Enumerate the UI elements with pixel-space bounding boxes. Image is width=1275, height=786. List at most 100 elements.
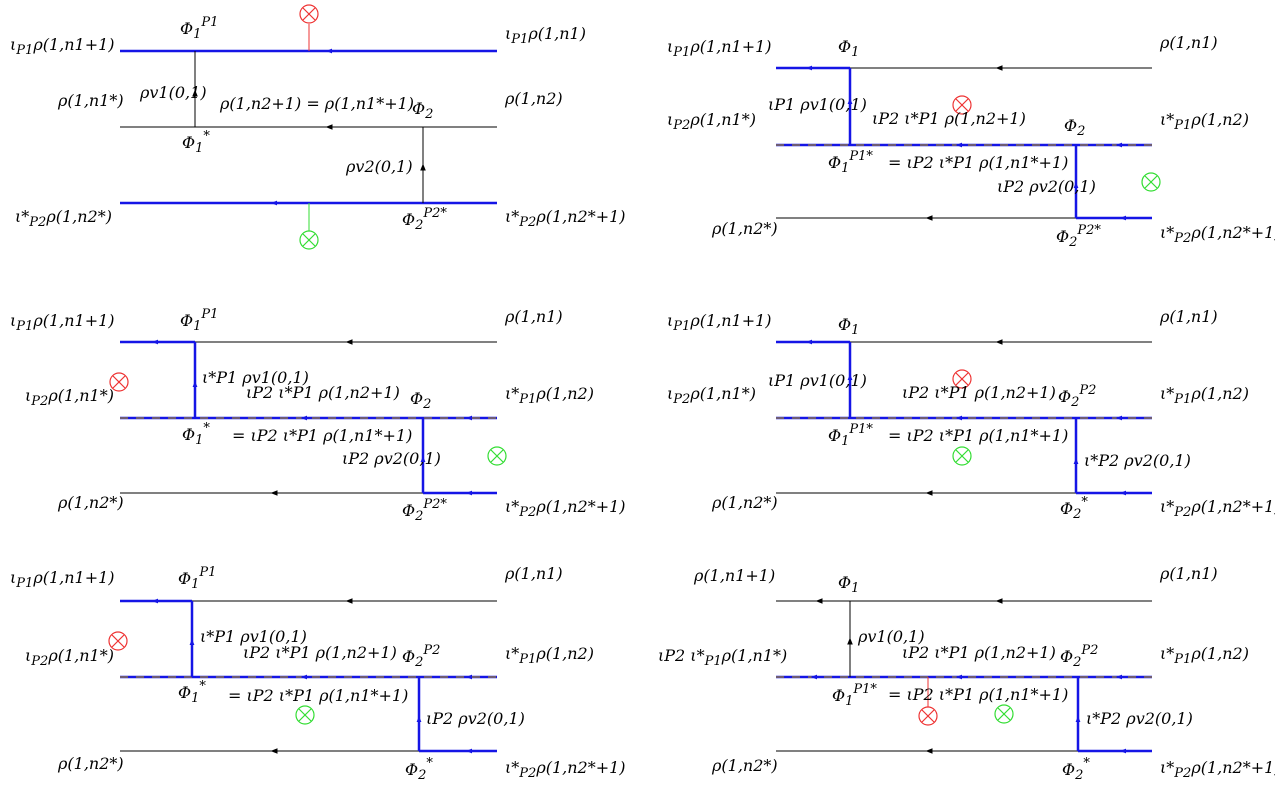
rho-v1-label: ι*P1 ρv1(0,1) [202, 368, 309, 387]
phi1-bottom-label: Φ1P1* [828, 422, 873, 449]
phi1-top-label: Φ1P1 [180, 15, 218, 42]
phi1-top-label: Φ1P1 [178, 565, 216, 592]
label-left-top: ιP1ρ(1,n1+1) [667, 311, 772, 334]
red-otimes-icon [952, 369, 972, 389]
label-right-top: ρ(1,n1) [1159, 33, 1218, 52]
phi2-top-label: Φ2P2 [1060, 643, 1098, 670]
green-otimes-icon [295, 705, 315, 725]
phi2-top-label: Φ2 [410, 389, 431, 412]
phi2-top-label: Φ2P2 [402, 643, 440, 670]
label-right-top: ρ(1,n1) [1159, 564, 1218, 583]
equation-b: = ιP2 ι*P1 ρ(1,n1*+1) [888, 685, 1068, 704]
green-otimes-icon [487, 446, 507, 466]
rho-v1-label: ρv1(0,1) [857, 627, 925, 646]
label-left-top: ιP1ρ(1,n1+1) [10, 35, 115, 58]
label-right-mid: ι*P1ρ(1,n2) [1160, 644, 1249, 667]
label-left-bot: ι*P2ρ(1,n2*) [15, 207, 112, 230]
phi1-bottom-label: Φ1P1* [832, 682, 877, 709]
equation-a: ρ(1,n2+1) = ρ(1,n1*+1) [219, 94, 414, 113]
phi2-top-label: Φ2P2 [1058, 383, 1096, 410]
label-right-top: ιP1ρ(1,n1) [505, 24, 586, 47]
phi1-bottom-label: Φ1* [182, 421, 210, 448]
red-otimes-icon [952, 95, 972, 115]
equation-b: = ιP2 ι*P1 ρ(1,n1*+1) [228, 686, 408, 705]
red-otimes-icon [918, 706, 938, 726]
label-left-mid: ιP2ρ(1,n1*) [25, 646, 114, 669]
label-right-bot: ι*P2ρ(1,n2*+1) [1160, 497, 1275, 520]
red-otimes-icon [109, 372, 129, 392]
phi1-top-label: Φ1 [838, 573, 859, 596]
label-right-top: ρ(1,n1) [504, 564, 563, 583]
rho-v2-label: ιP2 ρv2(0,1) [997, 177, 1096, 196]
label-left-bot: ρ(1,n2*) [57, 754, 124, 773]
phi2-bottom-label: Φ2* [405, 756, 433, 783]
phi2-top-label: Φ2 [412, 99, 433, 122]
equation-a: ιP2 ι*P1 ρ(1,n2+1) [902, 643, 1056, 662]
label-left-bot: ρ(1,n2*) [711, 756, 778, 775]
label-right-top: ρ(1,n1) [1159, 307, 1218, 326]
rho-v1-label: ιP1 ρv1(0,1) [768, 371, 867, 390]
label-left-bot: ρ(1,n2*) [711, 493, 778, 512]
red-otimes-icon [299, 4, 319, 24]
rho-v2-label: ιP2 ρv2(0,1) [426, 709, 525, 728]
label-right-bot: ι*P2ρ(1,n2*+1) [505, 497, 626, 520]
phi1-top-label: Φ1P1 [180, 307, 218, 334]
phi1-top-label: Φ1 [838, 315, 859, 338]
label-left-mid: ιP2ρ(1,n1*) [667, 110, 756, 133]
rho-v2-label: ι*P2 ρv2(0,1) [1084, 451, 1191, 470]
label-left-bot: ρ(1,n2*) [711, 219, 778, 238]
panel-2: ιP1ρ(1,n1+1) ιP2ρ(1,n1*) ρ(1,n2*) ρ(1,n1… [667, 33, 1275, 250]
label-left-top: ιP1ρ(1,n1+1) [667, 37, 772, 60]
phi2-bottom-label: Φ2* [1062, 756, 1090, 783]
label-right-mid: ι*P1ρ(1,n2) [505, 644, 594, 667]
phi2-bottom-label: Φ2* [1060, 495, 1088, 522]
rho-v2-label: ιP2 ρv2(0,1) [342, 449, 441, 468]
rho-v2-label: ι*P2 ρv2(0,1) [1086, 709, 1193, 728]
label-right-bot: ι*P2ρ(1,n2*+1) [505, 758, 626, 781]
phi2-top-label: Φ2 [1064, 116, 1085, 139]
equation-b: = ιP2 ι*P1 ρ(1,n1*+1) [888, 426, 1068, 445]
panel-1: ιP1ρ(1,n1+1) ρ(1,n1*) ι*P2ρ(1,n2*) ιP1ρ(… [10, 4, 626, 250]
phi1-bottom-label: Φ1P1* [828, 149, 873, 176]
red-otimes-icon [108, 631, 128, 651]
equation-a: ιP2 ι*P1 ρ(1,n2+1) [246, 383, 400, 402]
label-right-bot: ι*P2ρ(1,n2*+1) [505, 207, 626, 230]
green-otimes-icon [952, 446, 972, 466]
equation-a: ιP2 ι*P1 ρ(1,n2+1) [872, 109, 1026, 128]
label-left-mid: ιP2ρ(1,n1*) [25, 386, 114, 409]
label-left-mid: ιP2 ι*P1ρ(1,n1*) [658, 646, 787, 669]
label-left-top: ιP1ρ(1,n1+1) [10, 568, 115, 591]
equation-a: ιP2 ι*P1 ρ(1,n2+1) [902, 383, 1056, 402]
label-right-bot: ι*P2ρ(1,n2*+1) [1160, 223, 1275, 246]
rho-v1-label: ρv1(0,1) [139, 83, 207, 102]
phi2-bottom-label: Φ2P2* [1056, 223, 1101, 250]
panel-5: ιP1ρ(1,n1+1) ιP2ρ(1,n1*) ρ(1,n2*) ρ(1,n1… [10, 564, 626, 783]
equation-b: = ιP2 ι*P1 ρ(1,n1*+1) [232, 426, 412, 445]
phi2-bottom-label: Φ2P2* [402, 206, 447, 233]
rho-v1-label: ιP1 ρv1(0,1) [768, 95, 867, 114]
label-right-mid: ι*P1ρ(1,n2) [505, 384, 594, 407]
phi2-bottom-label: Φ2P2* [402, 497, 447, 524]
label-left-bot: ρ(1,n2*) [57, 493, 124, 512]
label-left-mid: ρ(1,n1*) [57, 91, 124, 110]
rho-v1-label: ι*P1 ρv1(0,1) [200, 627, 307, 646]
label-right-bot: ι*P2ρ(1,n2*+1) [1160, 758, 1275, 781]
equation-b: = ιP2 ι*P1 ρ(1,n1*+1) [888, 153, 1068, 172]
label-right-mid: ι*P1ρ(1,n2) [1160, 384, 1249, 407]
green-otimes-icon [299, 230, 319, 250]
label-left-top: ιP1ρ(1,n1+1) [10, 311, 115, 334]
label-left-mid: ιP2ρ(1,n1*) [667, 384, 756, 407]
rho-v2-label: ρv2(0,1) [345, 157, 413, 176]
label-right-mid: ρ(1,n2) [504, 89, 563, 108]
green-otimes-icon [994, 704, 1014, 724]
phi1-top-label: Φ1 [838, 37, 859, 60]
phi1-bottom-label: Φ1* [182, 129, 210, 156]
panel-6: ρ(1,n1+1) ιP2 ι*P1ρ(1,n1*) ρ(1,n2*) ρ(1,… [658, 564, 1275, 783]
equation-a: ιP2 ι*P1 ρ(1,n2+1) [243, 643, 397, 662]
phi1-bottom-label: Φ1* [178, 679, 206, 706]
panel-4: ιP1ρ(1,n1+1) ιP2ρ(1,n1*) ρ(1,n2*) ρ(1,n1… [667, 307, 1275, 522]
label-left-top: ρ(1,n1+1) [693, 566, 775, 585]
label-right-top: ρ(1,n1) [504, 307, 563, 326]
panel-3: ιP1ρ(1,n1+1) ιP2ρ(1,n1*) ρ(1,n2*) ρ(1,n1… [10, 307, 626, 524]
